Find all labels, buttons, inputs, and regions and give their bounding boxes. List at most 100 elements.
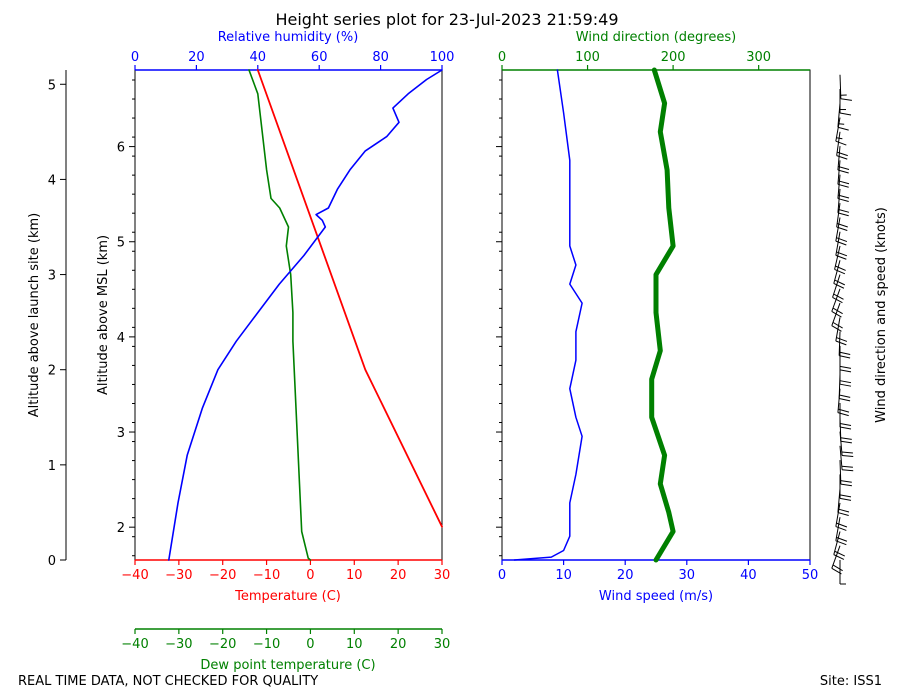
barb-half-flag [836, 137, 843, 140]
rh-tick-label: 80 [372, 50, 389, 65]
wind-barb [839, 417, 852, 444]
wind-barb [839, 445, 854, 472]
barb-half-flag [838, 123, 845, 125]
dew-axis-label: Dew point temperature (C) [200, 658, 375, 673]
temp-tick-label: 0 [306, 568, 314, 583]
wind-barb [831, 288, 843, 318]
barb-flag [835, 140, 847, 146]
barb-axis-label: Wind direction and speed (knots) [874, 207, 889, 423]
barb-flag [833, 293, 844, 300]
barb-flag [836, 522, 848, 528]
wind-barb [835, 517, 848, 546]
barb-staff [835, 502, 841, 527]
agl-tick-label: 5 [48, 78, 56, 93]
quality-note: REAL TIME DATA, NOT CHECKED FOR QUALITY [18, 674, 319, 689]
barb-staff [834, 245, 841, 270]
barb-flag [836, 251, 848, 257]
barb-staff [835, 231, 841, 256]
barb-staff [839, 445, 843, 470]
wind-barb [837, 146, 850, 174]
wind-barb [838, 374, 851, 402]
wind-barb [837, 174, 850, 203]
barb-flag [839, 394, 851, 398]
barb-flag [832, 296, 843, 304]
barb-flag [835, 254, 847, 260]
barb-flag [835, 540, 847, 546]
barb-flag [837, 183, 849, 188]
wind-barb [835, 502, 848, 531]
barb-flag [839, 380, 852, 384]
wind-barb [839, 474, 852, 501]
barb-flag [836, 151, 848, 157]
barb-staff [833, 260, 841, 284]
barb-staff [836, 131, 841, 156]
wind-barb [839, 360, 852, 387]
wind-barbs [831, 74, 854, 585]
dew-tick-label: −10 [253, 637, 280, 652]
agl-tick-label: 2 [48, 364, 56, 379]
msl-tick-label: 5 [117, 236, 125, 251]
wspd-tick-label: 30 [679, 568, 696, 583]
barb-staff [832, 274, 841, 298]
dew-tick-label: −40 [121, 637, 148, 652]
barb-flag [837, 412, 849, 417]
barb-flag [835, 340, 847, 346]
barb-flag [832, 307, 843, 315]
barb-staff [839, 460, 842, 485]
barb-staff [837, 160, 841, 185]
temp-tick-label: 20 [390, 568, 407, 583]
barb-flag [838, 508, 850, 513]
wind-barb [832, 274, 844, 304]
barb-staff [838, 331, 841, 356]
barb-flag [836, 237, 848, 243]
barb-flag [838, 408, 850, 413]
wspd-tick-label: 20 [617, 568, 634, 583]
barb-flag [833, 283, 845, 289]
wind-barb [839, 345, 852, 373]
barb-flag [831, 567, 842, 575]
barb-flag [839, 497, 852, 501]
msl-tick-label: 3 [117, 426, 125, 441]
data-curves [168, 67, 676, 563]
barb-flag [838, 194, 850, 199]
msl-tick-label: 4 [117, 331, 125, 346]
barb-flag [838, 208, 850, 213]
barb-staff [836, 203, 841, 228]
barb-flag [833, 554, 845, 560]
barb-flag [837, 212, 849, 217]
barb-flag [831, 325, 842, 332]
barb-flag [839, 355, 851, 359]
barb-flag [839, 365, 852, 369]
temp-tick-label: −40 [121, 568, 148, 583]
msl-axis-label: Altitude above MSL (km) [96, 235, 111, 395]
barb-flag [837, 126, 849, 131]
barb-flag [836, 226, 848, 231]
temp-tick-label: −20 [209, 568, 236, 583]
rh-tick-label: 20 [188, 50, 205, 65]
barb-flag [839, 423, 852, 427]
barb-staff [835, 217, 841, 242]
barb-flag [840, 440, 852, 444]
barb-flag [836, 536, 848, 542]
wdir-tick-label: 100 [575, 50, 600, 65]
barb-flag [842, 469, 854, 472]
agl-tick-label: 4 [48, 173, 56, 188]
wdir-tick-label: 300 [746, 50, 771, 65]
barb-flag [839, 397, 851, 402]
wind-barb [839, 460, 852, 487]
barb-flag [832, 564, 843, 572]
barb-flag [836, 337, 848, 342]
wind-direction-series-line [649, 67, 676, 563]
rh-series-line [168, 69, 443, 561]
dewpoint-series-line [248, 69, 312, 561]
axis-ticks: −40 −30 −20 −10 0 10 20 30−40 −30 −20 −10 0 10 20 300 2… [48, 50, 819, 652]
barb-flag [837, 512, 849, 516]
rh-tick-label: 0 [131, 50, 139, 65]
barb-staff [833, 531, 841, 555]
wdir-tick-label: 200 [661, 50, 686, 65]
wind-barb [839, 431, 854, 457]
barb-flag [841, 465, 853, 468]
temp-tick-label: −30 [165, 568, 192, 583]
wspd-tick-label: 10 [555, 568, 572, 583]
barb-flag [840, 480, 852, 483]
